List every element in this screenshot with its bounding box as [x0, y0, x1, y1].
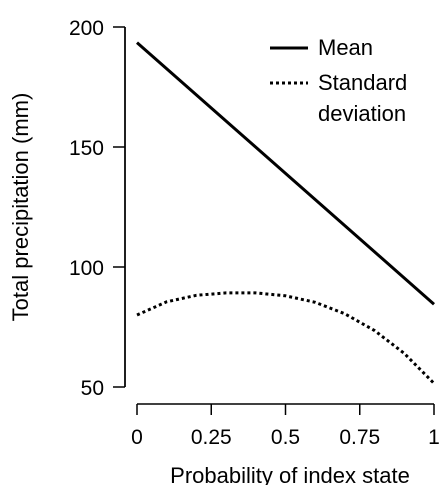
x-tick-label: 0.5 — [271, 426, 300, 449]
x-tick-label: 0.75 — [339, 426, 380, 449]
x-axis-title: Probability of index state — [170, 463, 410, 485]
y-axis-title: Total precipitation (mm) — [8, 93, 33, 322]
series-line-mean — [136, 41, 435, 306]
y-ticks: 50 100 150 200 — [69, 17, 125, 400]
x-tick-label: 0 — [131, 426, 143, 449]
x-ticks: 0 0.25 0.5 0.75 1 — [131, 404, 440, 449]
x-tick-label: 1 — [428, 426, 440, 449]
series-line-standard-deviation — [136, 291, 436, 385]
legend: Mean Standard deviation — [270, 35, 407, 126]
y-tick-label: 50 — [81, 377, 104, 400]
legend-label-mean: Mean — [318, 35, 373, 60]
x-tick-label: 0.25 — [191, 426, 232, 449]
legend-label-standard-deviation-line1: Standard — [318, 70, 407, 95]
y-tick-label: 100 — [69, 257, 104, 280]
y-tick-label: 200 — [69, 17, 104, 40]
series-layer — [136, 41, 436, 385]
legend-label-standard-deviation-line2: deviation — [318, 101, 406, 126]
y-tick-label: 150 — [69, 137, 104, 160]
